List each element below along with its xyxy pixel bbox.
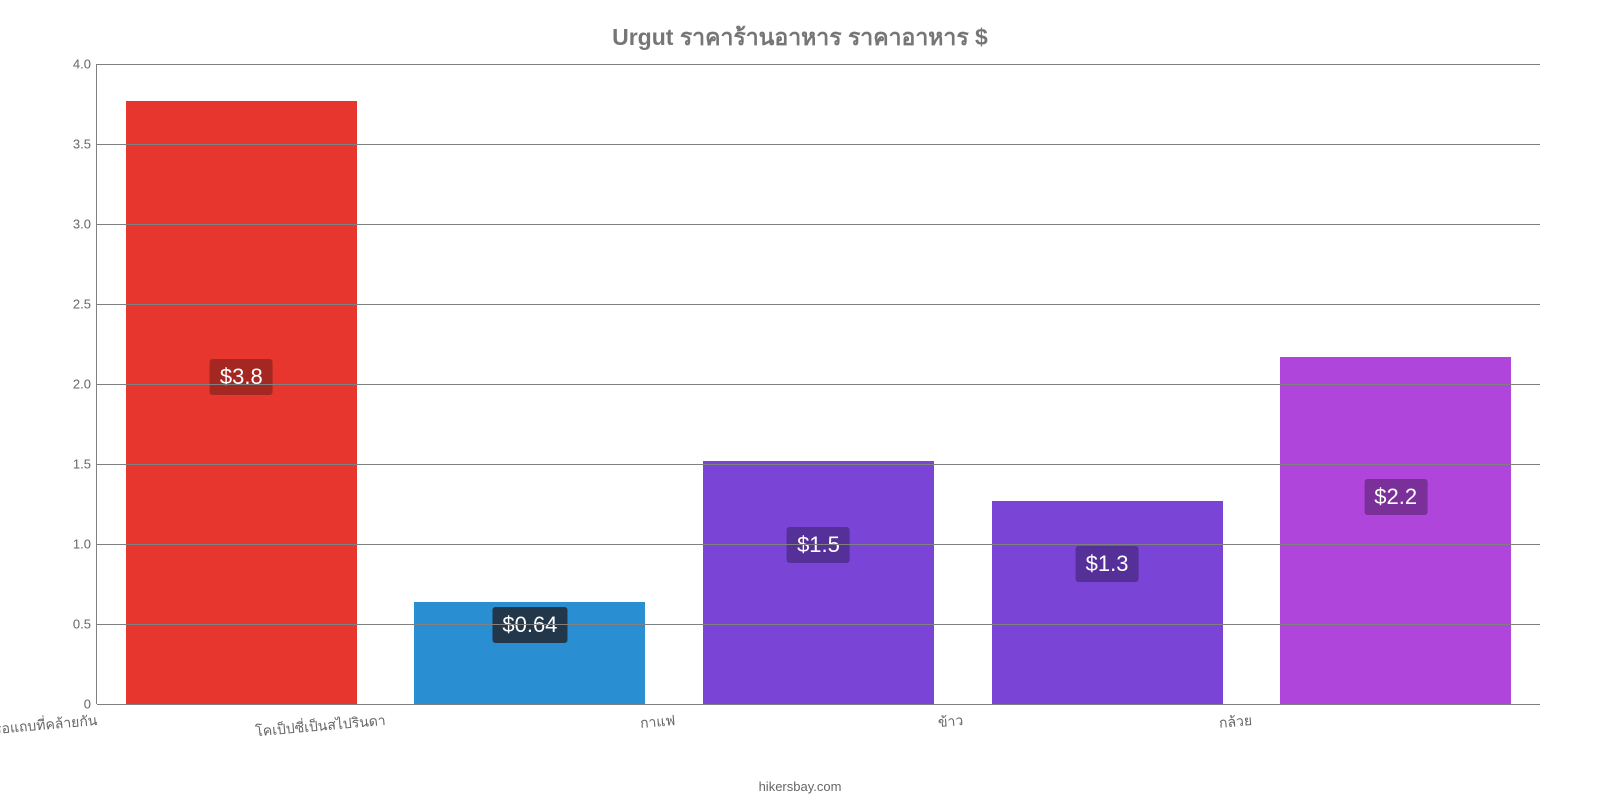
bar — [126, 101, 357, 704]
gridline — [97, 464, 1540, 465]
price-bar-chart: Urgut ราคาร้านอาหาร ราคาอาหาร $ $3.8 $0.6… — [0, 0, 1600, 800]
x-label-slot: โคเป็ปซี่เป็นสไปรินดา — [385, 704, 674, 764]
bar — [703, 461, 934, 704]
value-badge: $0.64 — [492, 607, 567, 643]
plot-area: $3.8$0.64$1.5$1.3$2.2 00.51.01.52.02.53.… — [96, 64, 1540, 704]
x-label-slot: ข้าว — [962, 704, 1251, 764]
x-label-slot: กล้วย — [1251, 704, 1540, 764]
gridline — [97, 544, 1540, 545]
x-axis-labels: เบอร์เกอร์ Mac กษัตริย์หรือแถบที่คล้ายกั… — [96, 704, 1540, 764]
y-tick-label: 4.0 — [53, 57, 91, 72]
bar — [1280, 357, 1511, 704]
y-tick-label: 2.0 — [53, 377, 91, 392]
y-tick-label: 0.5 — [53, 617, 91, 632]
gridline — [97, 384, 1540, 385]
gridline — [97, 64, 1540, 65]
x-axis-label: กล้วย — [1218, 710, 1253, 735]
y-tick-label: 3.5 — [53, 137, 91, 152]
gridline — [97, 304, 1540, 305]
chart-title: Urgut ราคาร้านอาหาร ราคาอาหาร $ — [40, 20, 1560, 56]
bar — [992, 501, 1223, 704]
value-badge: $2.2 — [1364, 479, 1427, 515]
y-tick-label: 3.0 — [53, 217, 91, 232]
y-tick-label: 2.5 — [53, 297, 91, 312]
value-badge: $1.5 — [787, 527, 850, 563]
x-axis-label: เบอร์เกอร์ Mac กษัตริย์หรือแถบที่คล้ายกั… — [0, 710, 98, 754]
x-axis-label: ข้าว — [937, 710, 964, 734]
gridline — [97, 144, 1540, 145]
gridline — [97, 224, 1540, 225]
value-badge: $1.3 — [1076, 546, 1139, 582]
value-badge: $3.8 — [210, 359, 273, 395]
y-tick-label: 1.5 — [53, 457, 91, 472]
x-axis-label: กาแฟ — [639, 710, 676, 735]
x-label-slot: กาแฟ — [674, 704, 963, 764]
attribution-text: hikersbay.com — [759, 779, 842, 794]
y-tick-label: 0 — [53, 697, 91, 712]
gridline — [97, 624, 1540, 625]
y-tick-label: 1.0 — [53, 537, 91, 552]
